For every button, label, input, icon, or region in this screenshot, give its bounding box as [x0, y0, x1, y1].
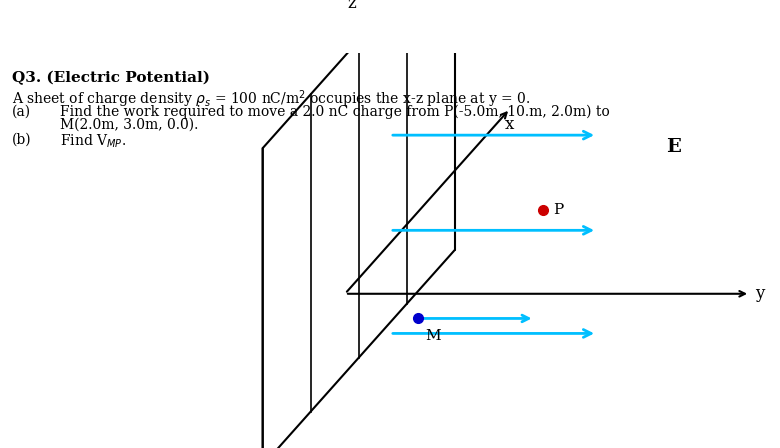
Text: Q3. (Electric Potential): Q3. (Electric Potential): [12, 71, 210, 85]
Text: M(2.0m, 3.0m, 0.0).: M(2.0m, 3.0m, 0.0).: [60, 117, 198, 132]
Text: z: z: [347, 0, 356, 12]
Text: (a): (a): [12, 104, 31, 118]
Text: A sheet of charge density $\rho_s$ = 100 nC/m$^2$ occupies the x-z plane at y = : A sheet of charge density $\rho_s$ = 100…: [12, 88, 530, 110]
Text: Find V$_{MP}$.: Find V$_{MP}$.: [60, 133, 126, 150]
Text: (b): (b): [12, 133, 32, 146]
Text: E: E: [666, 138, 681, 155]
Text: Find the work required to move a 2.0 nC charge from P(-5.0m, 10.m, 2.0m) to: Find the work required to move a 2.0 nC …: [60, 104, 610, 119]
Text: x: x: [505, 116, 514, 133]
Text: P: P: [553, 203, 563, 217]
Text: y: y: [755, 285, 764, 302]
Text: M: M: [426, 329, 441, 343]
